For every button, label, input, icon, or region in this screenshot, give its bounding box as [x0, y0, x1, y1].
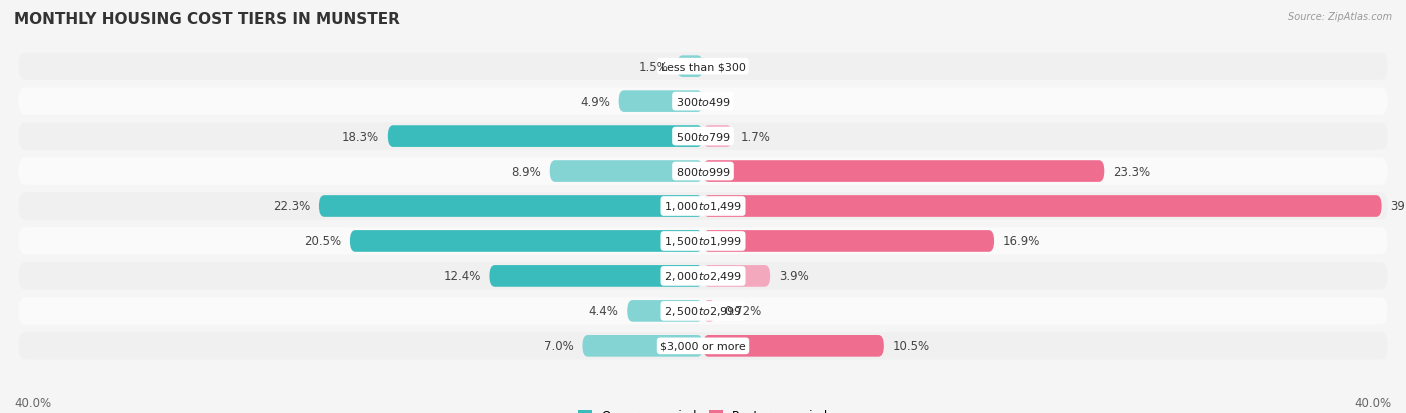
FancyBboxPatch shape	[678, 56, 703, 78]
FancyBboxPatch shape	[18, 158, 1388, 185]
Text: 23.3%: 23.3%	[1114, 165, 1150, 178]
Text: Less than $300: Less than $300	[661, 62, 745, 72]
FancyBboxPatch shape	[703, 161, 1104, 183]
Text: 0.72%: 0.72%	[724, 305, 761, 318]
FancyBboxPatch shape	[703, 230, 994, 252]
Text: 18.3%: 18.3%	[342, 130, 380, 143]
Text: Source: ZipAtlas.com: Source: ZipAtlas.com	[1288, 12, 1392, 22]
FancyBboxPatch shape	[18, 297, 1388, 325]
FancyBboxPatch shape	[550, 161, 703, 183]
Text: 10.5%: 10.5%	[893, 339, 929, 352]
FancyBboxPatch shape	[18, 332, 1388, 360]
FancyBboxPatch shape	[18, 263, 1388, 290]
Text: $500 to $799: $500 to $799	[675, 131, 731, 143]
Text: 4.4%: 4.4%	[589, 305, 619, 318]
FancyBboxPatch shape	[350, 230, 703, 252]
FancyBboxPatch shape	[703, 335, 884, 357]
Text: $1,500 to $1,999: $1,500 to $1,999	[664, 235, 742, 248]
FancyBboxPatch shape	[18, 193, 1388, 220]
Text: $2,000 to $2,499: $2,000 to $2,499	[664, 270, 742, 283]
Text: 8.9%: 8.9%	[512, 165, 541, 178]
FancyBboxPatch shape	[703, 300, 716, 322]
FancyBboxPatch shape	[489, 266, 703, 287]
FancyBboxPatch shape	[703, 266, 770, 287]
FancyBboxPatch shape	[627, 300, 703, 322]
Text: 1.5%: 1.5%	[638, 61, 669, 74]
FancyBboxPatch shape	[319, 196, 703, 217]
FancyBboxPatch shape	[582, 335, 703, 357]
FancyBboxPatch shape	[619, 91, 703, 113]
FancyBboxPatch shape	[703, 126, 733, 147]
FancyBboxPatch shape	[703, 196, 1382, 217]
Text: 39.4%: 39.4%	[1391, 200, 1406, 213]
Text: $800 to $999: $800 to $999	[675, 166, 731, 178]
Text: $300 to $499: $300 to $499	[675, 96, 731, 108]
Text: 7.0%: 7.0%	[544, 339, 574, 352]
Text: 1.7%: 1.7%	[741, 130, 770, 143]
Text: $3,000 or more: $3,000 or more	[661, 341, 745, 351]
FancyBboxPatch shape	[18, 53, 1388, 81]
Legend: Owner-occupied, Renter-occupied: Owner-occupied, Renter-occupied	[572, 404, 834, 413]
FancyBboxPatch shape	[18, 228, 1388, 255]
Text: 40.0%: 40.0%	[14, 396, 51, 409]
Text: MONTHLY HOUSING COST TIERS IN MUNSTER: MONTHLY HOUSING COST TIERS IN MUNSTER	[14, 12, 399, 27]
Text: 4.9%: 4.9%	[581, 95, 610, 108]
FancyBboxPatch shape	[18, 88, 1388, 116]
Text: 3.9%: 3.9%	[779, 270, 808, 283]
Text: $2,500 to $2,999: $2,500 to $2,999	[664, 305, 742, 318]
Text: 16.9%: 16.9%	[1002, 235, 1040, 248]
Text: 12.4%: 12.4%	[443, 270, 481, 283]
Text: $1,000 to $1,499: $1,000 to $1,499	[664, 200, 742, 213]
FancyBboxPatch shape	[18, 123, 1388, 150]
Text: 20.5%: 20.5%	[304, 235, 342, 248]
FancyBboxPatch shape	[388, 126, 703, 147]
Text: 40.0%: 40.0%	[1355, 396, 1392, 409]
Text: 22.3%: 22.3%	[273, 200, 311, 213]
